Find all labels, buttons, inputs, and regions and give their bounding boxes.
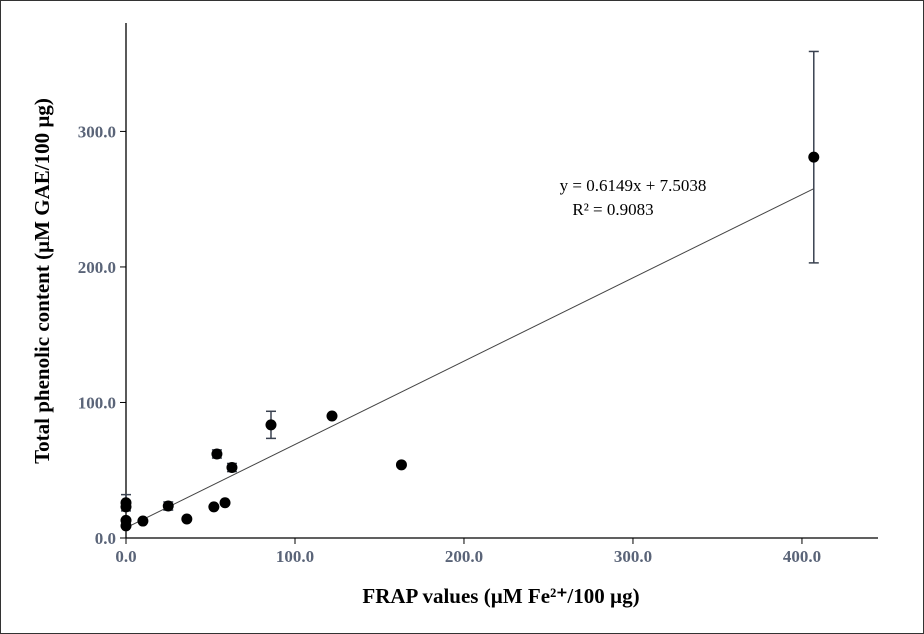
r2-label: R² = 0.9083 — [572, 200, 653, 219]
data-point — [208, 501, 220, 513]
data-point — [265, 419, 277, 431]
y-tick-label: 300.0 — [78, 122, 116, 141]
x-tick-label: 200.0 — [445, 547, 483, 566]
data-point — [181, 513, 193, 525]
data-point — [120, 520, 132, 532]
trendline — [125, 188, 815, 529]
x-tick-label: 0.0 — [115, 547, 136, 566]
data-point — [395, 459, 407, 471]
data-point — [211, 448, 223, 460]
x-axis-label: FRAP values (µM Fe²⁺/100 µg) — [362, 584, 639, 608]
y-tick-label: 0.0 — [95, 529, 116, 548]
data-point — [162, 500, 174, 512]
y-tick-label: 100.0 — [78, 393, 116, 412]
data-point — [326, 410, 338, 422]
x-tick-label: 100.0 — [276, 547, 314, 566]
data-point — [219, 497, 231, 509]
data-point — [226, 462, 238, 474]
y-axis-label: Total phenolic content (µM GAE/100 µg) — [30, 98, 54, 464]
data-point — [808, 151, 820, 163]
x-tick-label: 400.0 — [783, 547, 821, 566]
data-point — [120, 501, 132, 513]
data-point — [137, 515, 149, 527]
x-tick-label: 300.0 — [614, 547, 652, 566]
equation-label: y = 0.6149x + 7.5038 — [560, 176, 707, 195]
y-tick-label: 200.0 — [78, 258, 116, 277]
